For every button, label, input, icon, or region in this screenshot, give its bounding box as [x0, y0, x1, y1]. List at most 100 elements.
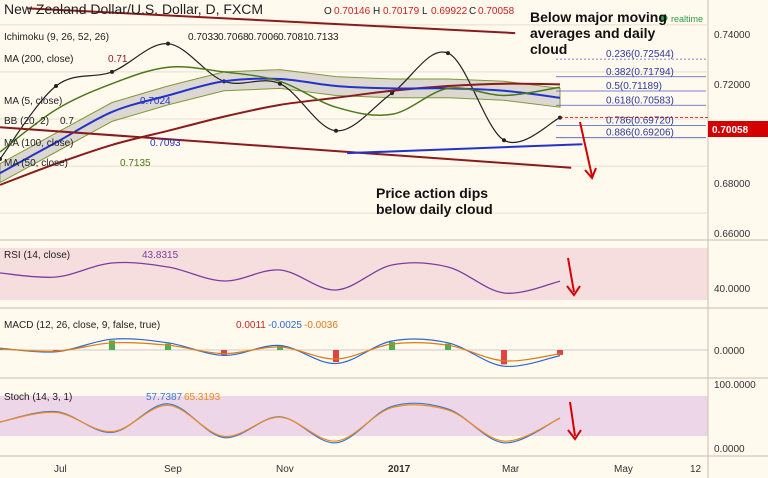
down-arrow-head-icon: [584, 167, 597, 180]
legend: New Zealand Dollar/U.S. Dollar, D, FXCM …: [4, 1, 703, 169]
fib-label: 0.886(0.69206): [606, 128, 674, 139]
time-tick: 12: [690, 464, 702, 475]
ma200-value: 0.71: [108, 54, 128, 65]
realtime-brand: realtime: [671, 14, 703, 24]
fib-label: 0.618(0.70583): [606, 95, 674, 106]
price-line: [0, 43, 561, 160]
price-point: [390, 91, 394, 96]
realtime-dot-icon: [660, 14, 668, 22]
stoch-band: [0, 396, 708, 436]
ohlc-l: 0.69922: [431, 6, 468, 17]
price-point: [166, 41, 170, 46]
macd-bar: [333, 350, 339, 362]
down-arrow-icon: [567, 257, 575, 293]
down-arrow-head-icon: [567, 429, 582, 441]
macd-bar: [501, 350, 507, 365]
ichimoku-v1: 0.7033: [188, 32, 219, 43]
stoch-tick-bottom: 0.0000: [714, 444, 745, 455]
fib-label: 0.786(0.69720): [606, 116, 674, 127]
rsi-tick: 40.0000: [714, 284, 751, 295]
price-point: [502, 138, 506, 143]
trendline-lower-channel: [0, 126, 572, 169]
trendline-upper-channel: [27, 7, 516, 35]
price-point: [446, 51, 450, 56]
ma100-label: MA (100, close): [4, 138, 73, 149]
price-point: [54, 84, 58, 89]
down-arrow-icon: [569, 401, 576, 437]
ohlc-o-label: O: [324, 6, 332, 17]
time-tick: Mar: [502, 464, 520, 475]
ohlc-c: 0.70058: [478, 6, 515, 17]
last-price-badge: [708, 121, 768, 137]
price-point: [110, 69, 114, 74]
bb-value: 0.7: [60, 116, 74, 127]
time-tick: Sep: [164, 464, 182, 475]
ohlc-o: 0.70146: [334, 6, 371, 17]
price-tick: 0.68000: [714, 179, 751, 190]
bb-label: BB (20, 2): [4, 116, 49, 127]
macd-v3: -0.0036: [304, 320, 338, 331]
price-point: [278, 81, 282, 86]
ichimoku-label: Ichimoku (9, 26, 52, 26): [4, 32, 109, 43]
price-point: [0, 157, 2, 162]
stoch-label: Stoch (14, 3, 1): [4, 392, 72, 403]
stoch-tick-top: 100.0000: [714, 380, 756, 391]
ichimoku-v2: 0.7068: [218, 32, 249, 43]
ichimoku-v5: 0.7133: [308, 32, 339, 43]
down-arrows: [566, 121, 597, 441]
rsi-line: [0, 261, 561, 294]
chart-title: New Zealand Dollar/U.S. Dollar, D, FXCM: [4, 1, 263, 17]
price-point: [334, 128, 338, 133]
ma200-label: MA (200, close): [4, 54, 73, 65]
ohlc-h: 0.70179: [383, 6, 420, 17]
time-tick: 2017: [388, 464, 411, 475]
ichimoku-v4: 0.7081: [278, 32, 309, 43]
ohlc-l-label: L: [422, 6, 428, 17]
rsi-label: RSI (14, close): [4, 250, 70, 261]
last-price-label: 0.70058: [712, 125, 749, 136]
ma50-line: [0, 65, 561, 153]
ma5-label: MA (5, close): [4, 96, 62, 107]
fib-label: 0.382(0.71794): [606, 67, 674, 78]
annotation-top-line2: averages and daily: [530, 25, 656, 41]
macd-signal-line: [0, 341, 561, 362]
chart-series: [0, 41, 708, 444]
trendline-support: [347, 143, 583, 155]
ma200-line: [0, 82, 561, 186]
time-tick: May: [614, 464, 633, 475]
fib-levels: 0.236(0.72544) 0.382(0.71794) 0.5(0.71189)…: [556, 49, 708, 139]
trendlines: [0, 7, 583, 169]
ma100-value: 0.7093: [150, 138, 181, 149]
ma50-label: MA (50, close): [4, 158, 68, 169]
price-axis: 0.74000 0.72000 0.68000 0.66000 0.70058 …: [708, 30, 768, 455]
macd-bar: [165, 343, 171, 350]
macd-tick: 0.0000: [714, 346, 745, 357]
price-tick: 0.66000: [714, 229, 751, 240]
price-tick: 0.72000: [714, 80, 751, 91]
annotation-top-line3: cloud: [530, 41, 567, 57]
ohlc-c-label: C: [469, 6, 476, 17]
rsi-band: [0, 248, 708, 300]
stoch-d: 65.3193: [184, 392, 221, 403]
macd-bar: [277, 346, 283, 350]
annotation-bottom-line2: below daily cloud: [376, 201, 493, 217]
macd-bar: [109, 340, 115, 350]
time-tick: Jul: [54, 464, 67, 475]
macd-v2: -0.0025: [268, 320, 302, 331]
time-axis: Jul Sep Nov 2017 Mar May 12: [54, 464, 702, 475]
macd-bar: [389, 342, 395, 350]
annotation-top-line1: Below major moving: [530, 9, 667, 25]
macd-label: MACD (12, 26, close, 9, false, true): [4, 320, 160, 331]
stoch-d-line: [0, 404, 561, 442]
ma50-value: 0.7135: [120, 158, 151, 169]
macd-bar: [557, 350, 563, 355]
stoch-k: 57.7387: [146, 392, 183, 403]
macd-bar: [221, 350, 227, 355]
ohlc-h-label: H: [373, 6, 380, 17]
ma5-value: 0.7024: [140, 96, 171, 107]
rsi-value: 43.8315: [142, 250, 179, 261]
macd-bar: [445, 343, 451, 350]
down-arrow-head-icon: [566, 285, 581, 297]
